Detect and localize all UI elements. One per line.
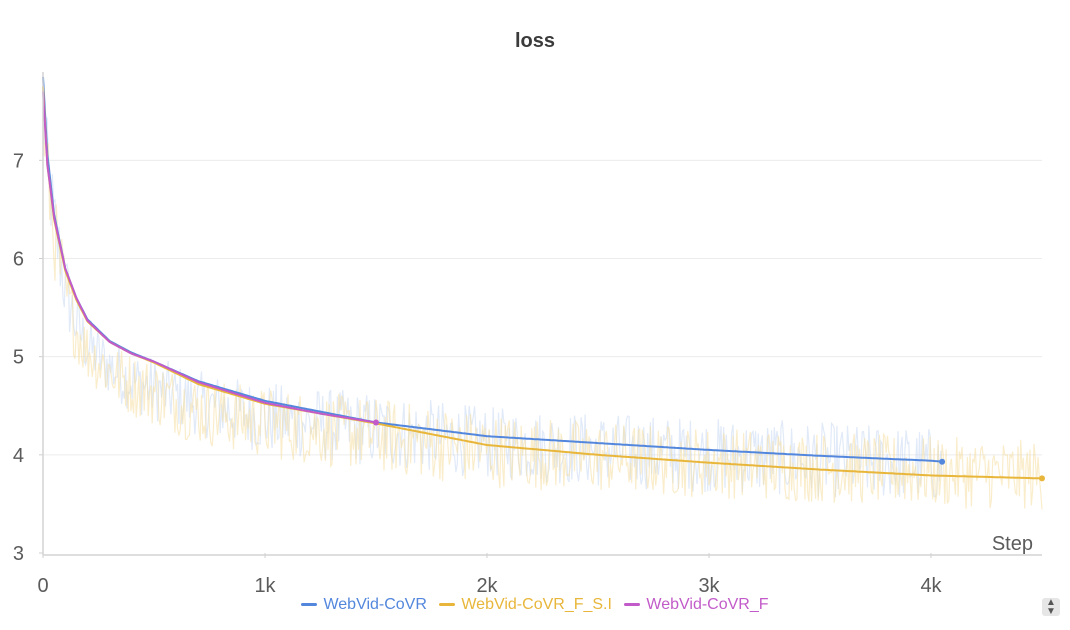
x-axis-label: Step xyxy=(992,533,1033,555)
x-tick-label: 0 xyxy=(37,575,48,597)
raw-series-band xyxy=(42,116,1043,510)
y-tick-label: 4 xyxy=(13,445,24,467)
raw-series-band xyxy=(42,106,943,498)
series-line xyxy=(42,91,377,424)
x-tick-label: 3k xyxy=(698,575,720,597)
legend-swatch xyxy=(439,603,456,607)
x-tick-label: 2k xyxy=(476,575,498,597)
axes xyxy=(39,72,1042,558)
x-tick-label: 1k xyxy=(254,575,276,597)
y-tick-label: 6 xyxy=(13,249,24,271)
legend-item-webvid-covr-f[interactable]: WebVid-CoVR_F xyxy=(624,596,769,614)
legend-label: WebVid-CoVR xyxy=(323,596,427,613)
series-lines xyxy=(42,76,1045,482)
y-tick-label: 7 xyxy=(13,150,24,172)
legend-label: WebVid-CoVR_F xyxy=(646,596,769,613)
series-end-point xyxy=(373,419,379,426)
series-end-point xyxy=(939,458,946,465)
series-line xyxy=(42,86,1043,480)
legend-swatch xyxy=(301,603,318,607)
legend-item-webvid-covr[interactable]: WebVid-CoVR xyxy=(301,596,427,614)
legend: WebVid-CoVR WebVid-CoVR_F_S.I WebVid-CoV… xyxy=(0,596,1070,614)
y-tick-label: 3 xyxy=(13,543,24,565)
legend-label: WebVid-CoVR_F_S.I xyxy=(461,596,612,613)
sort-updown-icon[interactable]: ▲ ▼ xyxy=(1042,598,1060,617)
legend-swatch xyxy=(624,603,641,607)
tick-labels: 3 4 5 6 7 0 1k 2k 3k 4k xyxy=(13,150,943,597)
x-tick-label: 4k xyxy=(920,575,942,597)
chart-title: loss xyxy=(514,30,556,52)
legend-item-webvid-covr-f-si[interactable]: WebVid-CoVR_F_S.I xyxy=(439,596,612,614)
y-tick-label: 5 xyxy=(13,347,24,369)
series-end-point xyxy=(1039,475,1045,482)
raw-noise-bands xyxy=(42,106,1043,510)
